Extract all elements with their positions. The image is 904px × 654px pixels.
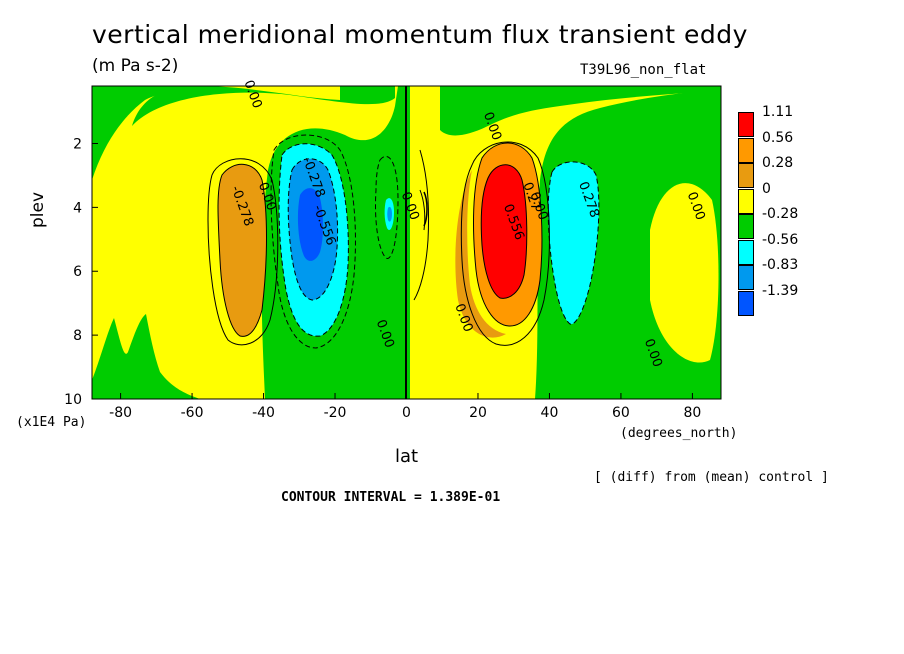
field-blue-equator bbox=[387, 206, 392, 222]
y-tick-label: 10 bbox=[64, 392, 82, 408]
legend-label: 0 bbox=[762, 180, 771, 197]
field-green-top-left-corner bbox=[92, 86, 220, 180]
field-green-top-middle bbox=[440, 86, 721, 136]
negative-contour-lines bbox=[270, 134, 600, 349]
y-tick-label: 2 bbox=[73, 136, 82, 152]
field-yellow-north-pocket bbox=[650, 183, 719, 363]
contour-lines bbox=[207, 141, 550, 346]
field-red-north bbox=[481, 164, 527, 299]
small-contour-near-equator bbox=[423, 191, 428, 227]
diff-note: [ (diff) from (mean) control ] bbox=[594, 470, 829, 485]
legend-swatch bbox=[738, 239, 754, 265]
legend-swatch bbox=[738, 188, 754, 214]
y-tick-label: 4 bbox=[73, 200, 82, 216]
x-axis-label: lat bbox=[395, 446, 419, 467]
legend-swatch bbox=[738, 112, 754, 137]
x-tick-label: 0 bbox=[402, 405, 411, 421]
legend-label: -1.39 bbox=[762, 282, 799, 299]
x-tick-label: 80 bbox=[683, 405, 701, 421]
run-name: T39L96_non_flat bbox=[580, 62, 707, 78]
y-axis-units: (x1E4 Pa) bbox=[16, 415, 87, 430]
legend-label: 0.56 bbox=[762, 129, 794, 146]
x-tick-label: -20 bbox=[324, 405, 347, 421]
y-tick-label: 8 bbox=[73, 328, 82, 344]
legend-label: -0.83 bbox=[762, 257, 799, 273]
chart-units: (m Pa s-2) bbox=[92, 56, 179, 76]
field-yellow-north-strip bbox=[429, 215, 451, 399]
legend-label: 0.28 bbox=[762, 155, 794, 171]
legend-swatch bbox=[738, 214, 754, 239]
y-axis-label: plev bbox=[28, 191, 48, 228]
x-tick-label: 20 bbox=[469, 405, 487, 421]
x-tick-label: -60 bbox=[181, 405, 204, 421]
field-blue-south bbox=[297, 188, 323, 261]
legend-swatch bbox=[738, 290, 754, 316]
x-axis-ticks: -80 -60 -40 -20 0 20 40 60 80 bbox=[109, 393, 701, 421]
x-tick-label: 40 bbox=[541, 405, 559, 421]
y-axis-ticks: 2 4 6 8 10 bbox=[64, 136, 98, 408]
chart-title: vertical meridional momentum flux transi… bbox=[92, 20, 748, 49]
field-darkorange-north bbox=[455, 170, 506, 338]
x-tick-label: -40 bbox=[252, 405, 275, 421]
legend-label: 1.11 bbox=[762, 104, 794, 120]
legend-label: -0.28 bbox=[762, 206, 799, 222]
field-orange-south bbox=[218, 164, 267, 337]
x-tick-label: 60 bbox=[612, 405, 630, 421]
field-green-upper-left bbox=[132, 86, 395, 126]
legend-swatch bbox=[738, 265, 754, 290]
legend-swatch bbox=[738, 163, 754, 188]
field-cyan-north bbox=[548, 161, 599, 325]
contour-interval: CONTOUR INTERVAL = 1.389E-01 bbox=[281, 490, 501, 505]
field-green-bottom-left bbox=[92, 314, 200, 399]
legend-swatch bbox=[738, 137, 754, 163]
x-axis-units: (degrees_north) bbox=[620, 426, 738, 441]
legend-label: -0.56 bbox=[762, 231, 799, 248]
plot-area bbox=[92, 86, 721, 399]
y-tick-label: 6 bbox=[73, 264, 82, 280]
x-tick-label: -80 bbox=[109, 405, 132, 421]
